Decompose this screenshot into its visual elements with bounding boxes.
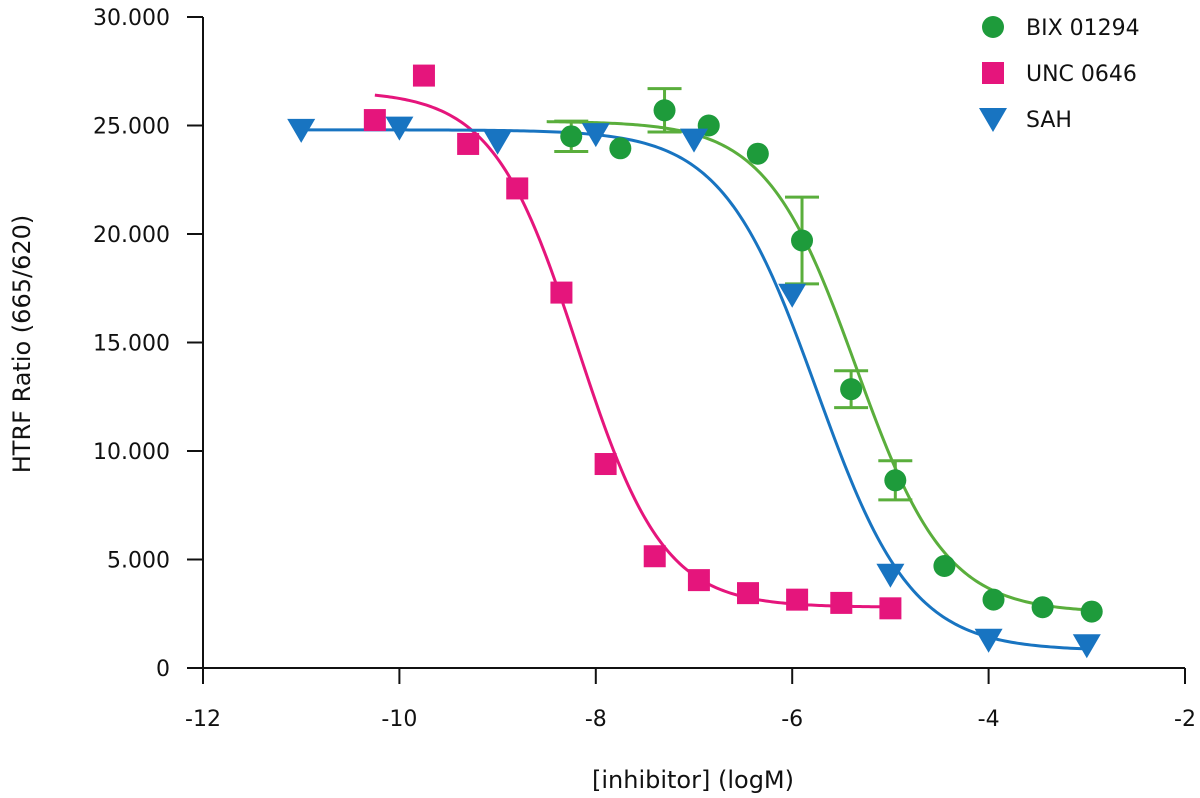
data-point-sah — [483, 130, 512, 155]
data-point-unc-0646 — [643, 545, 666, 568]
y-tick-label: 0 — [156, 657, 170, 682]
legend-marker-unc-0646 — [982, 62, 1004, 84]
data-point-bix-01294 — [840, 378, 863, 401]
data-point-unc-0646 — [687, 569, 710, 592]
data-point-unc-0646 — [412, 64, 435, 87]
data-point-bix-01294 — [746, 142, 769, 165]
legend-label-unc-0646: UNC 0646 — [1026, 62, 1137, 87]
x-tick-label: -2 — [1174, 707, 1196, 732]
data-point-sah — [680, 128, 708, 153]
data-point-sah — [876, 563, 905, 588]
data-points — [287, 64, 1103, 659]
legend: BIX 01294 UNC 0646 SAH — [979, 16, 1140, 133]
y-tick-label: 30.000 — [93, 6, 170, 31]
data-point-bix-01294 — [791, 229, 814, 252]
fit-curves — [301, 93, 1092, 651]
x-tick-label: -8 — [585, 707, 607, 732]
data-point-unc-0646 — [786, 588, 809, 611]
data-point-unc-0646 — [363, 109, 386, 132]
x-tick-label: -12 — [185, 707, 221, 732]
data-point-bix-01294 — [560, 125, 583, 148]
axes: -12 -10 -8 -6 -4 -2 0 5.000 10.000 15.000 20.000 25… — [93, 6, 1196, 732]
data-point-unc-0646 — [737, 582, 760, 605]
x-tick-label: -10 — [381, 707, 417, 732]
data-point-bix-01294 — [933, 555, 956, 578]
data-point-sah — [287, 118, 316, 143]
y-tick-label: 20.000 — [93, 223, 170, 248]
data-point-sah — [778, 283, 807, 308]
data-point-bix-01294 — [982, 588, 1005, 611]
y-tick-label: 10.000 — [93, 440, 170, 465]
y-axis-title: HTRF Ratio (665/620) — [8, 215, 36, 474]
x-tick-label: -4 — [978, 707, 1000, 732]
data-point-unc-0646 — [594, 453, 617, 476]
x-tick-label: -6 — [781, 707, 803, 732]
legend-label-sah: SAH — [1026, 108, 1072, 133]
fit-curve-sah — [301, 128, 1087, 651]
legend-marker-sah — [979, 108, 1007, 132]
x-axis-title: [inhibitor] (logM) — [592, 766, 794, 794]
data-point-sah — [974, 628, 1003, 653]
y-tick-label: 15.000 — [93, 332, 170, 357]
y-tick-label: 25.000 — [93, 115, 170, 140]
data-point-sah — [1072, 634, 1101, 659]
data-point-bix-01294 — [1031, 596, 1054, 619]
data-point-sah — [581, 123, 610, 148]
data-point-bix-01294 — [609, 137, 632, 160]
data-point-unc-0646 — [879, 597, 902, 620]
data-point-unc-0646 — [830, 591, 853, 614]
data-point-unc-0646 — [550, 281, 573, 304]
data-point-bix-01294 — [1080, 600, 1103, 623]
y-tick-label: 5.000 — [107, 549, 170, 574]
fit-curve-unc-0646 — [374, 93, 891, 609]
data-point-bix-01294 — [884, 469, 907, 492]
data-point-sah — [385, 116, 414, 141]
legend-label-bix-01294: BIX 01294 — [1026, 16, 1140, 41]
fit-curve-bix-01294 — [546, 120, 1092, 612]
data-point-unc-0646 — [457, 132, 480, 155]
legend-marker-bix-01294 — [982, 16, 1004, 38]
data-point-bix-01294 — [653, 99, 676, 122]
data-point-unc-0646 — [506, 177, 529, 200]
